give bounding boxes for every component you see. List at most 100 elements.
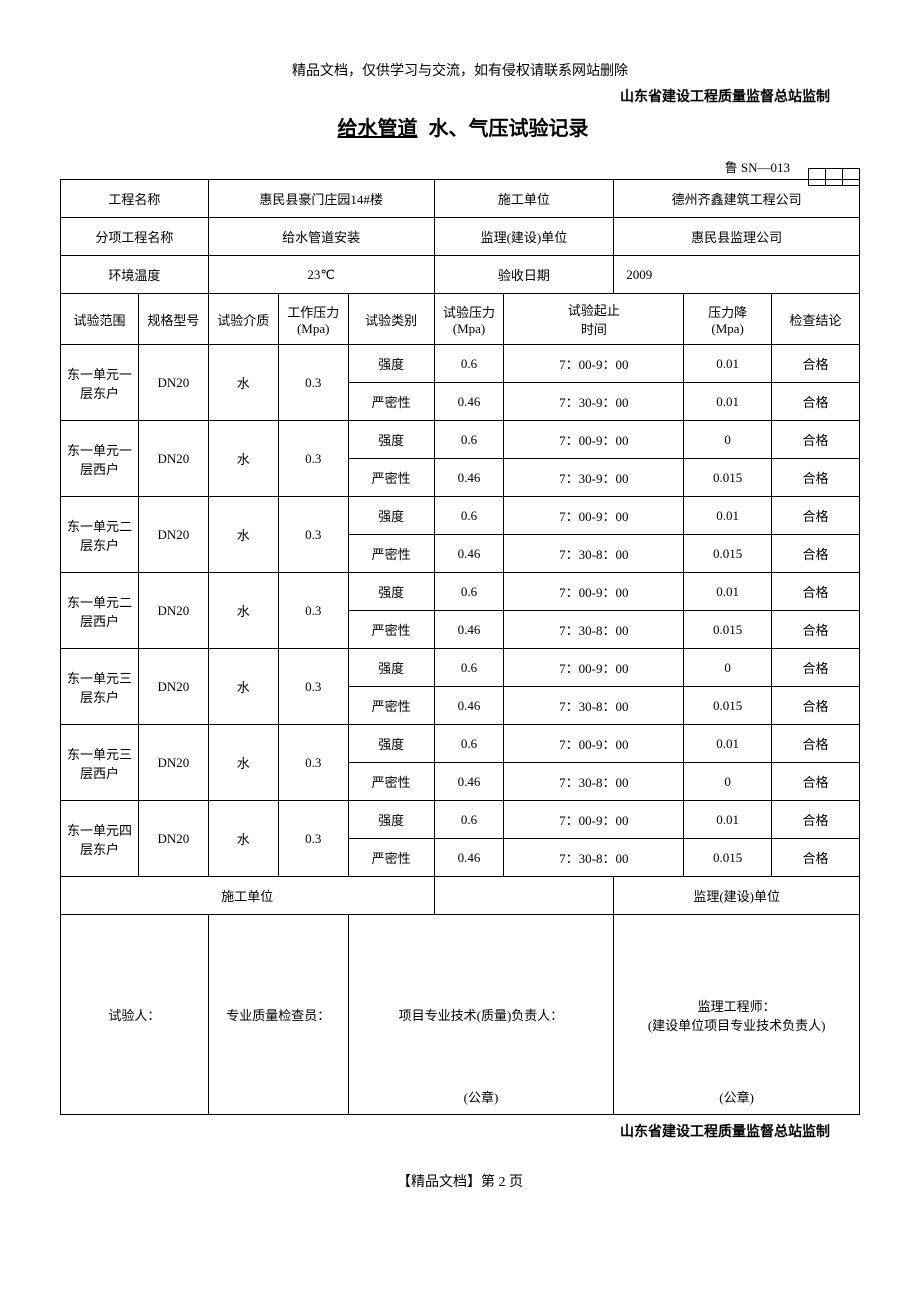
cell-wp: 0.3 xyxy=(278,421,348,497)
cell-res: 合格 xyxy=(772,459,860,497)
cell-tp: 0.6 xyxy=(434,573,504,611)
cell-type: 严密性 xyxy=(348,383,434,421)
cell-res: 合格 xyxy=(772,611,860,649)
cell-res: 合格 xyxy=(772,383,860,421)
col-res: 检查结论 xyxy=(772,294,860,345)
cell-wp: 0.3 xyxy=(278,497,348,573)
cell-time: 7：00-9：00 xyxy=(504,497,684,535)
cell-res: 合格 xyxy=(772,345,860,383)
cell-time: 7：30-9：00 xyxy=(504,383,684,421)
cell-res: 合格 xyxy=(772,535,860,573)
cell-spec: DN20 xyxy=(138,725,208,801)
cell-type: 严密性 xyxy=(348,535,434,573)
val-acceptdate: 2009 xyxy=(614,256,860,294)
org-header: 山东省建设工程质量监督总站监制 xyxy=(60,86,860,106)
cell-drop: 0.01 xyxy=(684,801,772,839)
cell-type: 严密性 xyxy=(348,687,434,725)
cell-tp: 0.46 xyxy=(434,535,504,573)
code-boxes xyxy=(809,168,860,186)
cell-spec: DN20 xyxy=(138,345,208,421)
cell-tp: 0.6 xyxy=(434,801,504,839)
val-supervisor: 惠民县监理公司 xyxy=(614,218,860,256)
label-contractor: 施工单位 xyxy=(434,180,614,218)
cell-drop: 0.01 xyxy=(684,497,772,535)
val-envtemp: 23℃ xyxy=(208,256,434,294)
cell-res: 合格 xyxy=(772,421,860,459)
cell-type: 强度 xyxy=(348,649,434,687)
cell-tp: 0.6 xyxy=(434,725,504,763)
cell-res: 合格 xyxy=(772,839,860,877)
cell-type: 严密性 xyxy=(348,839,434,877)
cell-drop: 0.015 xyxy=(684,611,772,649)
col-wp: 工作压力 (Mpa) xyxy=(278,294,348,345)
cell-time: 7：00-9：00 xyxy=(504,725,684,763)
val-project-name: 惠民县豪门庄园14#楼 xyxy=(208,180,434,218)
cell-drop: 0.015 xyxy=(684,459,772,497)
cell-drop: 0.01 xyxy=(684,383,772,421)
cell-scope: 东一单元一层西户 xyxy=(61,421,139,497)
cell-type: 严密性 xyxy=(348,763,434,801)
cell-scope: 东一单元二层西户 xyxy=(61,573,139,649)
cell-type: 强度 xyxy=(348,573,434,611)
cell-time: 7：30-8：00 xyxy=(504,763,684,801)
doc-code: 鲁 SN—013 xyxy=(60,157,860,176)
col-time: 试验起止 时间 xyxy=(504,294,684,345)
val-subitem: 给水管道安装 xyxy=(208,218,434,256)
cell-res: 合格 xyxy=(772,801,860,839)
cell-medium: 水 xyxy=(208,725,278,801)
cell-type: 严密性 xyxy=(348,611,434,649)
cell-type: 强度 xyxy=(348,421,434,459)
main-table: 工程名称 惠民县豪门庄园14#楼 施工单位 德州齐鑫建筑工程公司 分项工程名称 … xyxy=(60,179,860,1115)
cell-res: 合格 xyxy=(772,649,860,687)
cell-time: 7：00-9：00 xyxy=(504,421,684,459)
sig-supeng: 监理工程师： (建设单位项目专业技术负责人) (公章) xyxy=(614,915,860,1115)
title-suffix: 水、气压试验记录 xyxy=(429,118,589,140)
cell-tp: 0.6 xyxy=(434,345,504,383)
label-envtemp: 环境温度 xyxy=(61,256,209,294)
cell-drop: 0.01 xyxy=(684,573,772,611)
cell-wp: 0.3 xyxy=(278,345,348,421)
cell-drop: 0 xyxy=(684,421,772,459)
cell-res: 合格 xyxy=(772,725,860,763)
cell-tp: 0.46 xyxy=(434,763,504,801)
cell-spec: DN20 xyxy=(138,421,208,497)
cell-spec: DN20 xyxy=(138,573,208,649)
cell-drop: 0.015 xyxy=(684,839,772,877)
cell-type: 严密性 xyxy=(348,459,434,497)
cell-tp: 0.6 xyxy=(434,497,504,535)
cell-medium: 水 xyxy=(208,573,278,649)
cell-res: 合格 xyxy=(772,763,860,801)
col-tp: 试验压力 (Mpa) xyxy=(434,294,504,345)
footer-org: 山东省建设工程质量监督总站监制 xyxy=(60,1121,860,1141)
cell-tp: 0.6 xyxy=(434,649,504,687)
cell-type: 强度 xyxy=(348,725,434,763)
label-acceptdate: 验收日期 xyxy=(434,256,614,294)
cell-medium: 水 xyxy=(208,497,278,573)
cell-time: 7：30-8：00 xyxy=(504,839,684,877)
cell-type: 强度 xyxy=(348,497,434,535)
col-type: 试验类别 xyxy=(348,294,434,345)
label-project-name: 工程名称 xyxy=(61,180,209,218)
cell-wp: 0.3 xyxy=(278,801,348,877)
cell-medium: 水 xyxy=(208,801,278,877)
cell-spec: DN20 xyxy=(138,801,208,877)
sig-techlead: 项目专业技术(质量)负责人： (公章) xyxy=(348,915,614,1115)
cell-medium: 水 xyxy=(208,421,278,497)
cell-tp: 0.46 xyxy=(434,459,504,497)
cell-spec: DN20 xyxy=(138,497,208,573)
cell-time: 7：00-9：00 xyxy=(504,649,684,687)
col-medium: 试验介质 xyxy=(208,294,278,345)
cell-drop: 0.01 xyxy=(684,725,772,763)
cell-time: 7：30-8：00 xyxy=(504,611,684,649)
cell-tp: 0.46 xyxy=(434,687,504,725)
sig-qc: 专业质量检查员： xyxy=(208,915,348,1115)
cell-time: 7：00-9：00 xyxy=(504,345,684,383)
sig-tester: 试验人： xyxy=(61,915,209,1115)
cell-res: 合格 xyxy=(772,687,860,725)
page-number: 【精品文档】第 2 页 xyxy=(60,1171,860,1191)
col-spec: 规格型号 xyxy=(138,294,208,345)
col-scope: 试验范围 xyxy=(61,294,139,345)
cell-res: 合格 xyxy=(772,573,860,611)
cell-tp: 0.46 xyxy=(434,383,504,421)
cell-drop: 0 xyxy=(684,763,772,801)
